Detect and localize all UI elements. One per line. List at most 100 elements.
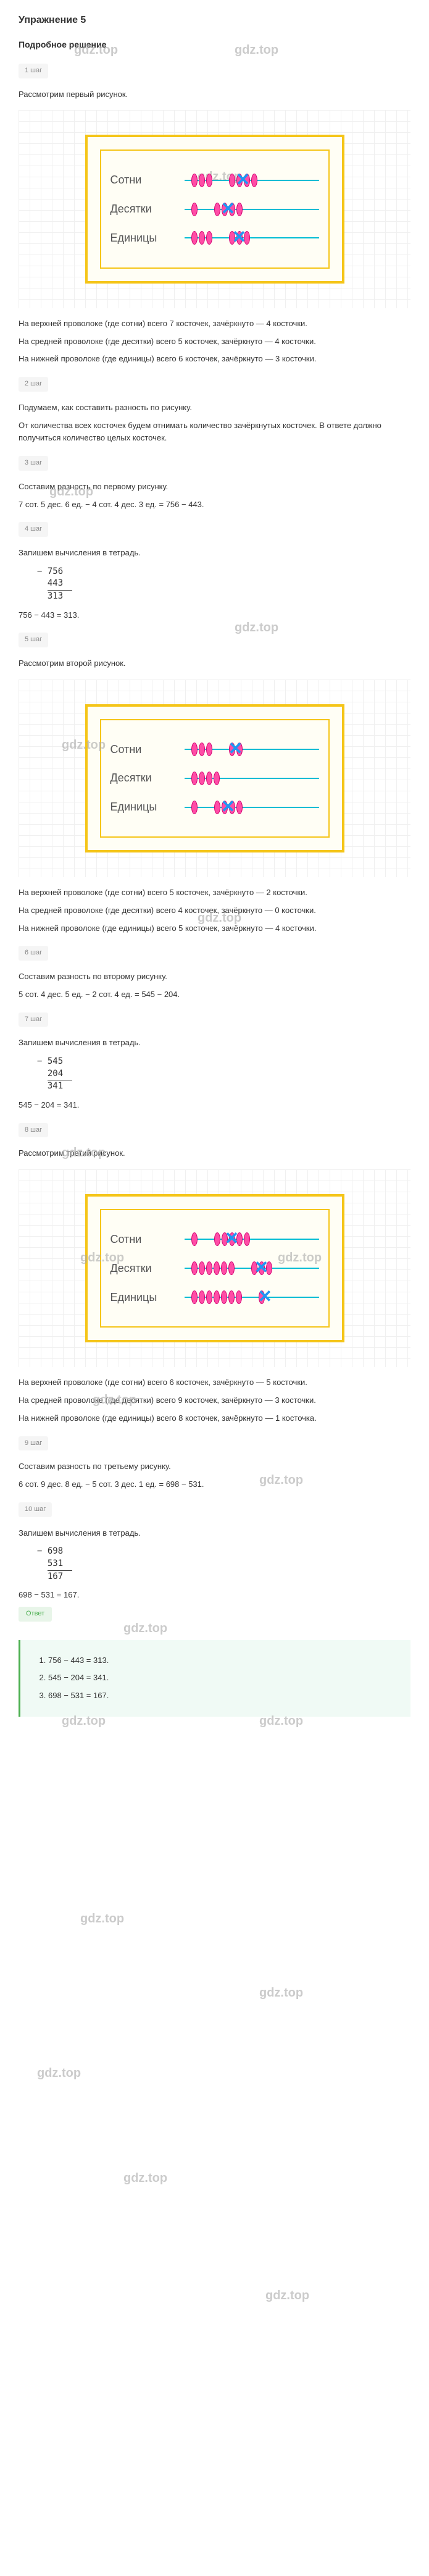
bead [199,174,205,187]
text: Рассмотрим третий рисунок. [19,1147,410,1160]
bead [206,772,212,785]
abacus-wire: ✕ [185,237,319,238]
bead [214,772,220,785]
bead [206,174,212,187]
abacus-wire: ✕ [185,1268,319,1269]
text: На нижней проволоке (где единицы) всего … [19,353,410,366]
cross-icon: ✕ [228,224,251,251]
step-4-badge: 4 шаг [19,522,48,537]
text: На верхней проволоке (где сотни) всего 5… [19,886,410,899]
abacus-row-label: Единицы [110,1289,185,1307]
text: Запишем вычисления в тетрадь. [19,1037,410,1050]
abacus-wire: ✕ [185,1297,319,1298]
text: На средней проволоке (где десятки) всего… [19,904,410,917]
calculation-3: − 698 531 167 [37,1546,410,1583]
cross-icon: ✕ [228,166,258,194]
abacus-row-label: Сотни [110,741,185,759]
bead [206,231,212,245]
watermark: gdz.top [259,1983,303,2003]
abacus-row-label: Единицы [110,229,185,247]
bead [191,174,198,187]
bead [199,743,205,756]
abacus-wire: ✕ [185,807,319,808]
calculation-1: − 756 443 313 [37,566,410,603]
abacus-row: Сотни✕ [110,171,319,189]
step-8-badge: 8 шаг [19,1123,48,1138]
abacus-row: Сотни✕ [110,1231,319,1248]
abacus-row-label: Десятки [110,769,185,787]
answer-item: 545 − 204 = 341. [48,1672,398,1685]
bead [221,1290,227,1304]
subtitle: Подробное решение [19,38,410,51]
text: Составим разность по первому рисунку. [19,481,410,494]
abacus-row: Единицы✕ [110,229,319,247]
abacus-row: Единицы✕ [110,1289,319,1307]
abacus-row: Десятки✕ [110,200,319,218]
abacus-row-label: Сотни [110,1231,185,1248]
bead [191,1232,198,1246]
text: Рассмотрим второй рисунок. [19,657,410,670]
figure-3: Сотни✕Десятки✕Единицы✕ [19,1169,410,1367]
text: Подумаем, как составить разность по рису… [19,402,410,415]
bead [191,1290,198,1304]
text: На нижней проволоке (где единицы) всего … [19,922,410,935]
abacus-row: Десятки✕ [110,1260,319,1277]
text: 6 сот. 9 дес. 8 ед. − 5 сот. 3 дес. 1 ед… [19,1478,410,1491]
watermark: gdz.top [123,2168,167,2188]
bead [214,1290,220,1304]
abacus-wire [185,778,319,779]
cross-icon: ✕ [251,1254,273,1282]
text: 5 сот. 4 дес. 5 ед. − 2 сот. 4 ед. = 545… [19,988,410,1001]
abacus-row: Десятки [110,769,319,787]
text: 545 − 204 = 341. [19,1099,410,1112]
bead [221,1261,227,1275]
text: На нижней проволоке (где единицы) всего … [19,1412,410,1425]
abacus-row-label: Сотни [110,171,185,189]
abacus-row: Сотни✕ [110,741,319,759]
cross-icon: ✕ [228,735,243,763]
bead [206,1261,212,1275]
step-7-badge: 7 шаг [19,1012,48,1027]
abacus-row-label: Десятки [110,200,185,218]
answer-box: 756 − 443 = 313. 545 − 204 = 341. 698 − … [19,1640,410,1717]
watermark: gdz.top [80,1909,124,1929]
cross-icon: ✕ [258,1283,265,1311]
text: Составим разность по третьему рисунку. [19,1460,410,1473]
bead [206,743,212,756]
abacus-wire: ✕ [185,180,319,181]
bead [199,231,205,245]
bead [199,772,205,785]
bead [236,1290,242,1304]
cross-icon: ✕ [214,195,243,223]
text: Составим разность по второму рисунку. [19,970,410,983]
text: На средней проволоке (где десятки) всего… [19,1394,410,1407]
bead [206,1290,212,1304]
step-3-badge: 3 шаг [19,456,48,471]
figure-2: Сотни✕ДесяткиЕдиницы✕ [19,680,410,877]
exercise-title: Упражнение 5 [19,12,410,28]
text: Запишем вычисления в тетрадь. [19,547,410,560]
bead [191,231,198,245]
bead [199,1261,205,1275]
step-6-badge: 6 шаг [19,946,48,961]
text: 698 − 531 = 167. [19,1589,410,1602]
answer-label: Ответ [19,1607,52,1622]
bead [199,1290,205,1304]
bead [228,1261,235,1275]
bead [191,203,198,216]
bead [191,1261,198,1275]
abacus-wire: ✕ [185,1239,319,1240]
step-1-badge: 1 шаг [19,64,48,78]
text: 756 − 443 = 313. [19,609,410,622]
cross-icon: ✕ [214,1225,251,1253]
cross-icon: ✕ [214,793,243,821]
bead [214,1261,220,1275]
text: На верхней проволоке (где сотни) всего 6… [19,1376,410,1389]
text: От количества всех косточек будем отнима… [19,419,410,445]
watermark: gdz.top [123,1618,167,1638]
bead [191,772,198,785]
step-9-badge: 9 шаг [19,1436,48,1451]
abacus-wire: ✕ [185,209,319,210]
answer-item: 698 − 531 = 167. [48,1690,398,1703]
watermark: gdz.top [265,2286,309,2305]
